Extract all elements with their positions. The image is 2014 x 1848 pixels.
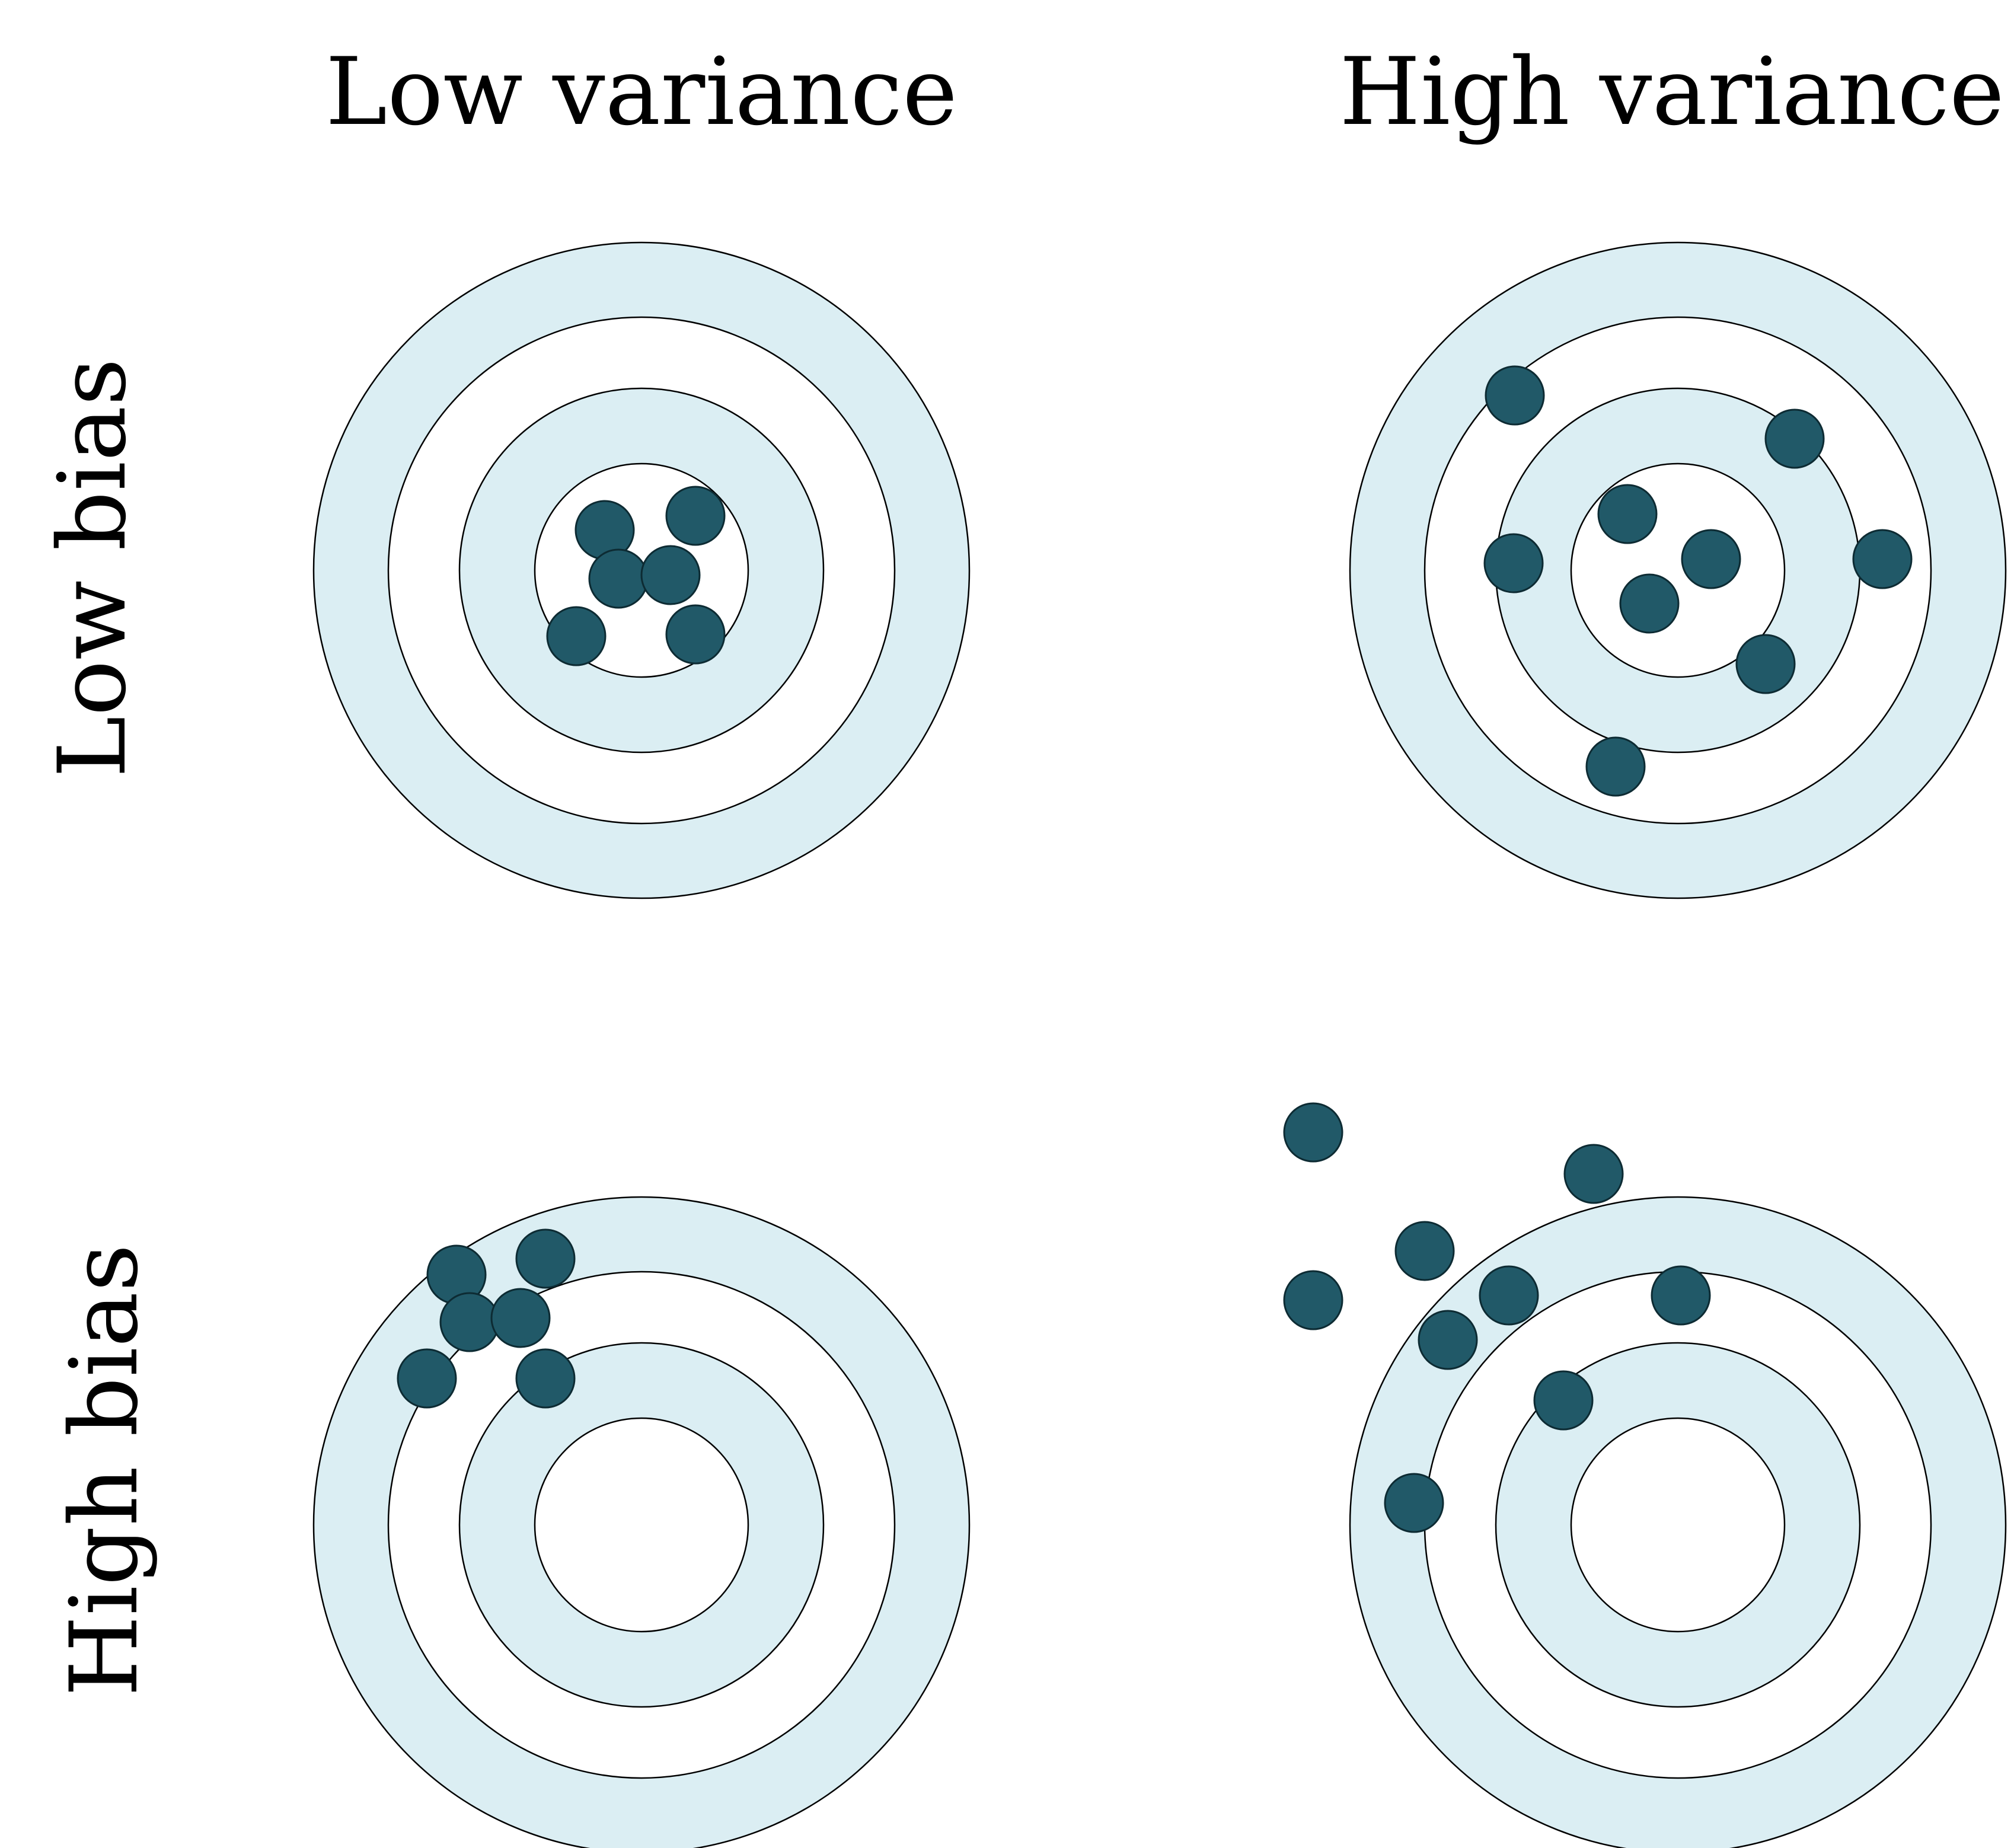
hit-dot: [1485, 365, 1545, 426]
hit-dot: [1283, 1270, 1343, 1330]
target-high-bias-low-variance: [312, 1196, 971, 1848]
ring-bullseye: [534, 1417, 749, 1633]
hit-dot: [1283, 1102, 1343, 1163]
hit-dot: [1418, 1310, 1478, 1370]
hit-dot: [1394, 1221, 1455, 1281]
hit-dot: [397, 1348, 457, 1409]
hit-dot: [515, 1348, 576, 1409]
target-rings: [1349, 1196, 2007, 1848]
hit-dot: [1585, 736, 1646, 797]
target-rings: [312, 1196, 971, 1848]
hit-dot: [640, 545, 701, 605]
hit-dot: [1651, 1265, 1711, 1326]
hit-dot: [665, 604, 726, 665]
hit-dot: [1735, 634, 1796, 694]
hit-dot: [588, 548, 649, 609]
hit-dot: [1681, 529, 1741, 589]
column-label-high-variance: High variance: [1339, 38, 2005, 146]
hit-dot: [1764, 408, 1825, 469]
target-high-bias-high-variance: [1283, 1102, 2007, 1848]
ring-bullseye: [1570, 1417, 1786, 1633]
hits: [397, 1228, 576, 1409]
hit-dot: [1533, 1370, 1594, 1431]
row-label-low-bias: Low bias: [39, 358, 147, 778]
hit-dot: [1597, 484, 1658, 544]
column-label-low-variance: Low variance: [325, 38, 957, 146]
hits: [1283, 1102, 1711, 1533]
row-label-high-bias: High bias: [50, 1244, 159, 1697]
target-low-bias-high-variance: [1349, 241, 2007, 899]
hit-dot: [1563, 1144, 1624, 1204]
hit-dot: [665, 486, 726, 546]
hit-dot: [1852, 529, 1913, 589]
hit-dot: [1384, 1473, 1444, 1533]
hits: [1483, 365, 1913, 797]
hit-dot: [515, 1228, 576, 1289]
hits: [546, 486, 726, 666]
target-low-bias-low-variance: [312, 241, 971, 899]
hit-dot: [1479, 1265, 1539, 1326]
hit-dot: [490, 1288, 551, 1348]
hit-dot: [546, 606, 607, 666]
hit-dot: [1619, 573, 1680, 634]
hit-dot: [1483, 533, 1544, 593]
hit-dot: [439, 1292, 500, 1352]
